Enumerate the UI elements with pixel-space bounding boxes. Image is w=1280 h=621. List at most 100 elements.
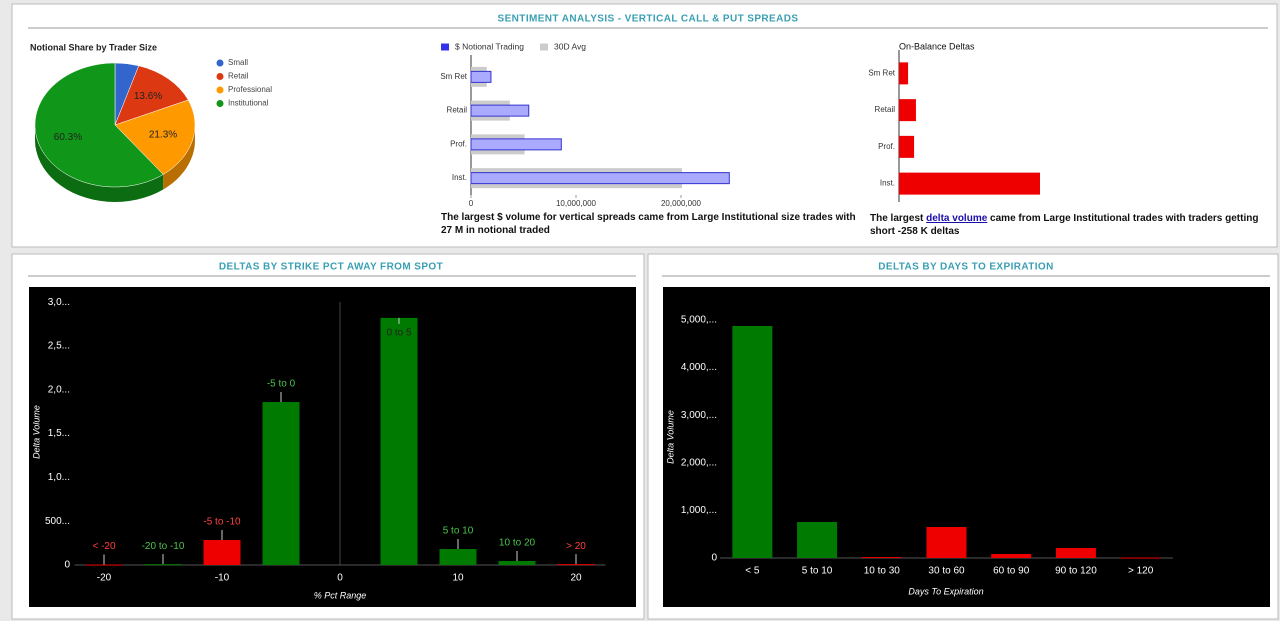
section-title: DELTAS BY STRIKE PCT AWAY FROM SPOT (219, 262, 443, 273)
caption-link[interactable]: delta volume (926, 213, 988, 224)
caption-box: The largest delta volume came from Large… (870, 212, 1272, 238)
x-axis-title: Days To Expiration (908, 586, 983, 596)
legend-swatch (216, 86, 224, 94)
bar (470, 138, 562, 151)
caption-box: The largest $ volume for vertical spread… (441, 212, 856, 236)
y-tick-label: 1,0... (48, 472, 70, 483)
legend-swatch (441, 43, 449, 51)
bar (470, 172, 730, 185)
bar (899, 62, 909, 85)
bar (144, 564, 182, 566)
y-axis-title: Delta Volume (31, 405, 41, 459)
top-panel (11, 3, 1278, 248)
y-tick-label: 0 (64, 560, 70, 571)
bar (1120, 557, 1161, 559)
legend-label: $ Notional Trading (455, 41, 524, 51)
y-tick-label: 3,0... (48, 297, 70, 308)
pie-slice (34, 62, 164, 188)
caption-text: came from Large Institutional trades wit… (870, 213, 1259, 237)
y-tick-label: Sm Ret (868, 68, 895, 77)
y-axis-title: Delta Volume (665, 410, 675, 464)
y-tick-label: Inst. (452, 173, 467, 182)
category-label: 5 to 10 (443, 526, 474, 537)
legend-swatch (216, 59, 224, 67)
category-label: 10 to 20 (499, 538, 536, 549)
y-tick-label: 2,000,... (681, 457, 717, 468)
caption: The largest $ volume for vertical spread… (441, 212, 856, 236)
data-label: 13.6% (134, 91, 162, 102)
x-tick-label: 60 to 90 (993, 566, 1030, 577)
bar (991, 554, 1032, 558)
bar (899, 99, 916, 122)
x-axis-title: % Pct Range (314, 590, 367, 600)
bar (1055, 548, 1096, 558)
y-tick-label: 0 (711, 553, 717, 564)
legend-swatch (216, 73, 224, 80)
y-tick-label: 2,5... (48, 341, 70, 352)
bar (203, 540, 241, 565)
chart-title: Notional Share by Trader Size (30, 42, 157, 52)
legend-label: 30D Avg (554, 41, 586, 51)
x-tick-label: 0 (469, 199, 474, 208)
bar (262, 402, 300, 565)
x-tick-label: 20 (570, 573, 582, 584)
legend-label: Professional (228, 85, 272, 94)
y-tick-label: 500... (45, 516, 70, 527)
legend-swatch (216, 100, 224, 107)
category-label: -5 to 0 (267, 379, 296, 390)
y-tick-label: Retail (875, 105, 896, 114)
bar (899, 172, 1040, 195)
bar (797, 522, 838, 558)
x-tick-label: -10 (215, 573, 230, 584)
y-tick-label: Prof. (450, 139, 467, 148)
bar (899, 135, 915, 158)
x-tick-label: 10 to 30 (864, 566, 901, 577)
section-title: SENTIMENT ANALYSIS - VERTICAL CALL & PUT… (498, 14, 799, 25)
x-tick-label: 0 (337, 573, 343, 584)
x-tick-label: 10,000,000 (556, 199, 597, 208)
y-tick-label: Sm Ret (440, 72, 467, 81)
bar (926, 527, 967, 558)
data-label: 21.3% (149, 129, 177, 140)
y-tick-label: 4,000,... (681, 362, 717, 373)
bar (470, 70, 492, 83)
legend-label: Institutional (228, 99, 269, 108)
y-tick-label: 5,000,... (681, 315, 717, 326)
x-tick-label: 10 (452, 573, 464, 584)
data-label: 60.3% (54, 132, 82, 143)
legend-label: Small (228, 58, 248, 67)
legend-label: Retail (228, 72, 249, 81)
x-tick-label: 5 to 10 (802, 566, 833, 577)
bar (861, 557, 902, 559)
category-label: -20 to -10 (142, 541, 185, 552)
category-label: 0 to 5 (386, 328, 411, 339)
chart-title: On-Balance Deltas (899, 41, 975, 51)
caption: The largest delta volume came from Large… (870, 212, 1272, 238)
bar (498, 560, 536, 565)
pie-side (35, 125, 164, 202)
legend-swatch (540, 43, 548, 51)
y-tick-label: Prof. (878, 142, 895, 151)
bar (439, 549, 477, 565)
y-tick-label: 3,000,... (681, 410, 717, 421)
x-tick-label: 90 to 120 (1055, 566, 1097, 577)
y-tick-label: Retail (447, 106, 468, 115)
bar (85, 564, 123, 566)
y-tick-label: 1,5... (48, 428, 70, 439)
bar (470, 104, 530, 117)
x-tick-label: < 5 (745, 566, 760, 577)
pie-side (163, 125, 195, 190)
y-tick-label: Inst. (880, 179, 895, 188)
y-tick-label: 1,000,... (681, 505, 717, 516)
category-label: > 20 (566, 541, 586, 552)
bar (557, 564, 595, 566)
y-tick-label: 2,0... (48, 384, 70, 395)
caption-text: The largest (870, 213, 927, 224)
x-tick-label: > 120 (1128, 566, 1154, 577)
bar (732, 325, 773, 558)
x-tick-label: -20 (97, 573, 112, 584)
pie-slice (114, 65, 189, 126)
x-tick-label: 20,000,000 (661, 199, 702, 208)
pie-slice (114, 99, 196, 175)
